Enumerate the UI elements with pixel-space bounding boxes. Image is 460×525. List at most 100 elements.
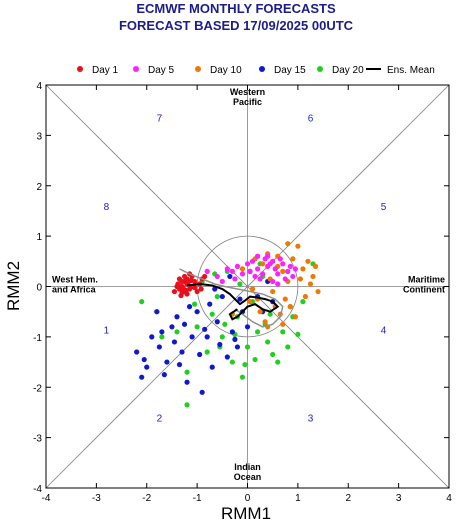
- y-tick-label: -1: [33, 333, 42, 344]
- phase-label: 5: [381, 202, 387, 213]
- data-point-day-20: [204, 349, 210, 355]
- data-point-day-20: [229, 359, 235, 365]
- data-point-day-15: [134, 349, 140, 355]
- data-point-day-20: [275, 359, 281, 365]
- y-tick-label: 0: [36, 283, 42, 294]
- x-tick-label: 4: [446, 493, 452, 504]
- legend-label: Ens. Mean: [387, 65, 435, 76]
- data-point-day-10: [282, 296, 288, 302]
- data-point-day-1: [202, 273, 208, 280]
- data-point-day-10: [295, 243, 301, 249]
- data-point-day-10: [257, 309, 263, 315]
- data-point-day-15: [161, 372, 167, 378]
- data-point-day-15: [229, 329, 235, 335]
- phase-label: 3: [308, 413, 314, 424]
- y-tick-label: 3: [36, 131, 42, 142]
- data-point-day-15: [156, 344, 162, 350]
- data-point-day-20: [174, 329, 180, 335]
- data-point-day-1: [192, 284, 198, 291]
- data-point-day-5: [287, 263, 293, 269]
- legend-marker: [133, 66, 139, 72]
- data-point-day-15: [237, 296, 243, 302]
- region-label-indian-ocean: Ocean: [234, 472, 262, 482]
- data-point-day-15: [149, 334, 155, 340]
- data-point-day-15: [141, 356, 147, 363]
- data-point-day-15: [207, 301, 213, 307]
- x-tick-label: 2: [345, 493, 351, 504]
- data-point-day-5: [270, 278, 276, 285]
- phase-label: 8: [104, 202, 110, 213]
- data-point-day-5: [270, 258, 276, 264]
- x-tick-label: 0: [245, 493, 251, 504]
- data-point-day-15: [224, 354, 230, 360]
- data-point-day-5: [260, 271, 266, 277]
- data-point-day-10: [300, 266, 306, 272]
- chart-title: ECMWF MONTHLY FORECASTS: [136, 1, 336, 16]
- data-point-day-5: [252, 273, 258, 280]
- phase-label: 1: [104, 325, 110, 336]
- data-point-day-5: [290, 273, 296, 280]
- y-tick-label: 1: [36, 232, 42, 243]
- ens-mean-line: [186, 282, 280, 321]
- data-point-day-10: [280, 268, 286, 274]
- data-point-day-15: [139, 374, 145, 380]
- data-point-day-10: [247, 299, 253, 305]
- data-point-day-5: [285, 268, 291, 274]
- data-point-day-15: [244, 324, 251, 330]
- data-point-day-15: [209, 364, 215, 370]
- data-point-day-20: [139, 299, 145, 305]
- data-point-day-10: [315, 288, 321, 295]
- data-point-day-10: [312, 263, 319, 269]
- region-label-western-pacific: Western: [230, 87, 265, 97]
- data-point-day-5: [239, 271, 246, 277]
- data-point-day-15: [171, 339, 178, 345]
- data-point-day-20: [280, 329, 286, 335]
- legend-label: Day 15: [274, 65, 306, 76]
- data-point-day-5: [249, 258, 256, 264]
- data-point-day-20: [252, 356, 258, 363]
- data-point-day-15: [234, 344, 241, 350]
- data-point-day-5: [265, 253, 271, 259]
- data-point-day-10: [285, 241, 291, 247]
- data-point-day-20: [265, 339, 271, 345]
- data-point-day-10: [307, 281, 314, 287]
- data-point-day-10: [297, 276, 303, 282]
- data-point-day-15: [194, 309, 200, 315]
- data-point-day-20: [222, 321, 228, 327]
- data-point-day-1: [181, 273, 188, 280]
- data-point-day-15: [144, 364, 150, 370]
- legend-marker: [77, 66, 83, 72]
- data-point-day-15: [214, 319, 220, 325]
- data-point-day-15: [219, 293, 225, 300]
- data-point-day-10: [287, 304, 293, 310]
- data-point-day-5: [229, 268, 235, 274]
- data-point-day-15: [202, 326, 208, 332]
- data-point-day-15: [232, 336, 238, 342]
- y-tick-label: -4: [33, 484, 42, 495]
- data-point-day-1: [188, 277, 194, 284]
- region-label-west-hem-africa: and Africa: [52, 285, 97, 295]
- data-point-day-15: [164, 359, 170, 365]
- phase-label: 4: [381, 325, 387, 336]
- data-point-day-20: [184, 402, 190, 408]
- data-point-day-15: [181, 321, 188, 327]
- y-tick-label: 4: [36, 81, 42, 92]
- legend-marker: [317, 66, 323, 72]
- x-tick-label: 1: [295, 493, 301, 504]
- data-point-day-20: [194, 324, 200, 330]
- data-point-day-5: [244, 261, 251, 267]
- data-point-day-10: [270, 288, 276, 295]
- data-point-day-20: [214, 293, 220, 300]
- y-axis-label: RMM2: [4, 261, 23, 311]
- ens-mean-grey-line: [179, 268, 284, 328]
- data-point-day-15: [217, 341, 223, 348]
- data-point-day-10: [292, 314, 298, 320]
- data-point-day-5: [292, 266, 298, 272]
- x-tick-label: 3: [396, 493, 402, 504]
- region-label-indian-ocean: Indian: [234, 462, 261, 472]
- region-label-western-pacific: Pacific: [233, 97, 262, 107]
- phase-label: 2: [157, 413, 163, 424]
- data-point-day-15: [179, 349, 185, 355]
- data-point-day-15: [199, 389, 205, 395]
